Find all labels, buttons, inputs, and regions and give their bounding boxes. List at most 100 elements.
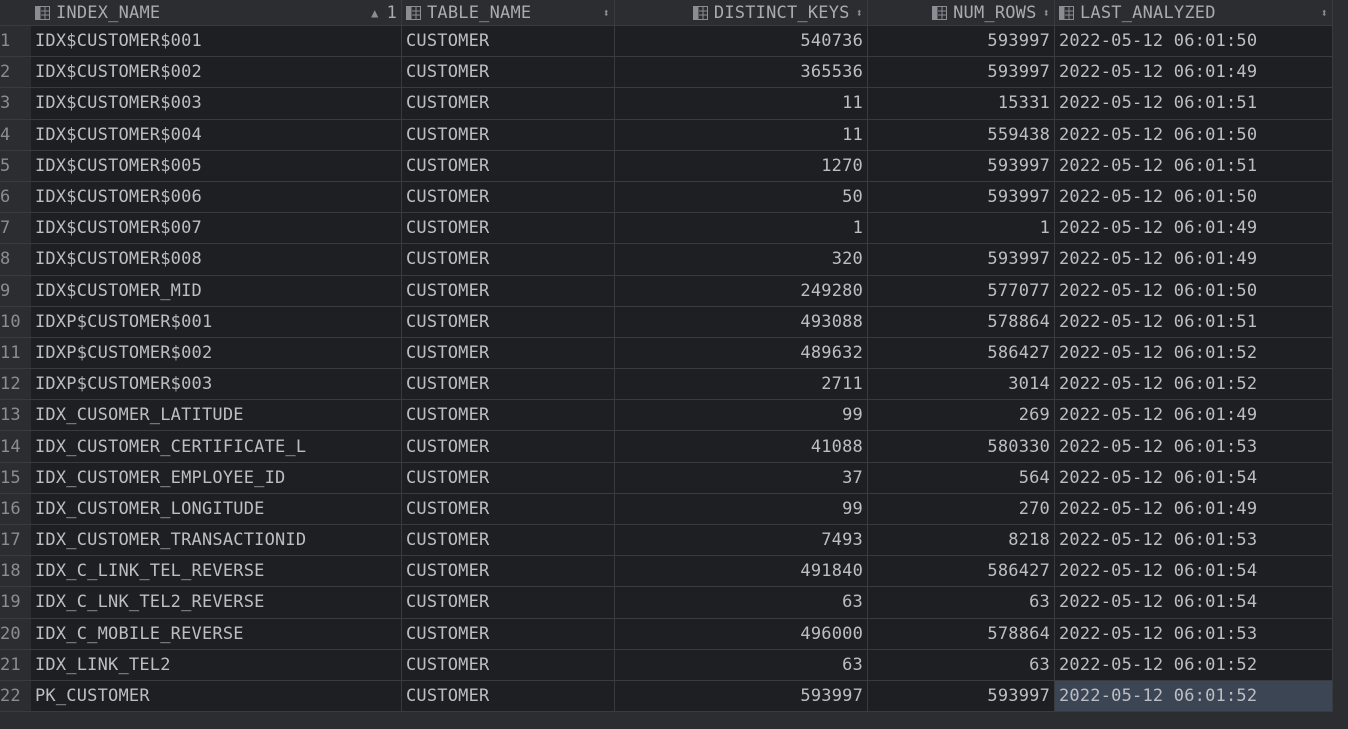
cell-distinct-keys[interactable]: 593997 [615, 680, 868, 712]
cell-last-analyzed[interactable]: 2022-05-12 06:01:54 [1055, 556, 1333, 587]
table-row[interactable]: 9 IDX$CUSTOMER_MID CUSTOMER 249280 577077 202… [0, 275, 1333, 307]
cell-table-name[interactable]: CUSTOMER [402, 556, 615, 587]
cell-distinct-keys[interactable]: 99 [615, 493, 868, 524]
cell-distinct-keys[interactable]: 1 [615, 213, 868, 244]
cell-index-name[interactable]: IDX_CUSTOMER_EMPLOYEE_ID [31, 462, 402, 493]
cell-table-name[interactable]: CUSTOMER [402, 618, 615, 649]
cell-index-name[interactable]: IDX$CUSTOMER$001 [31, 26, 402, 57]
cell-last-analyzed[interactable]: 2022-05-12 06:01:50 [1055, 119, 1333, 150]
cell-num-rows[interactable]: 578864 [868, 618, 1055, 649]
column-header-table-name[interactable]: TABLE_NAME ⬍ [402, 0, 615, 25]
cell-num-rows[interactable]: 564 [868, 462, 1055, 493]
cell-num-rows[interactable]: 269 [868, 400, 1055, 431]
cell-distinct-keys[interactable]: 41088 [615, 431, 868, 462]
cell-distinct-keys[interactable]: 491840 [615, 556, 868, 587]
cell-distinct-keys[interactable]: 11 [615, 88, 868, 119]
cell-index-name[interactable]: IDX_CUSOMER_LATITUDE [31, 400, 402, 431]
cell-table-name[interactable]: CUSTOMER [402, 150, 615, 181]
cell-num-rows[interactable]: 593997 [868, 244, 1055, 275]
cell-table-name[interactable]: CUSTOMER [402, 587, 615, 618]
cell-num-rows[interactable]: 593997 [868, 26, 1055, 57]
cell-num-rows[interactable]: 577077 [868, 275, 1055, 306]
cell-table-name[interactable]: CUSTOMER [402, 525, 615, 556]
cell-last-analyzed[interactable]: 2022-05-12 06:01:52 [1055, 680, 1333, 712]
cell-index-name[interactable]: IDX_LINK_TEL2 [31, 649, 402, 680]
cell-table-name[interactable]: CUSTOMER [402, 119, 615, 150]
cell-table-name[interactable]: CUSTOMER [402, 649, 615, 680]
cell-table-name[interactable]: CUSTOMER [402, 26, 615, 57]
column-header-num-rows[interactable]: NUM_ROWS ⬍ [868, 0, 1055, 25]
cell-index-name[interactable]: PK_CUSTOMER [31, 680, 402, 712]
cell-last-analyzed[interactable]: 2022-05-12 06:01:53 [1055, 618, 1333, 649]
sort-toggle-icon[interactable]: ⬍ [1320, 5, 1328, 20]
cell-last-analyzed[interactable]: 2022-05-12 06:01:51 [1055, 150, 1333, 181]
table-row[interactable]: 12 IDXP$CUSTOMER$003 CUSTOMER 2711 3014 2022-… [0, 369, 1333, 401]
cell-index-name[interactable]: IDXP$CUSTOMER$003 [31, 369, 402, 400]
cell-last-analyzed[interactable]: 2022-05-12 06:01:53 [1055, 431, 1333, 462]
sort-toggle-icon[interactable]: ⬍ [855, 5, 863, 20]
cell-last-analyzed[interactable]: 2022-05-12 06:01:53 [1055, 525, 1333, 556]
table-row[interactable]: 11 IDXP$CUSTOMER$002 CUSTOMER 489632 586427 2… [0, 337, 1333, 370]
table-row[interactable]: 18 IDX_C_LINK_TEL_REVERSE CUSTOMER 491840 58… [0, 556, 1333, 588]
cell-distinct-keys[interactable]: 489632 [615, 337, 868, 369]
cell-num-rows[interactable]: 586427 [868, 337, 1055, 369]
cell-distinct-keys[interactable]: 1270 [615, 150, 868, 181]
cell-table-name[interactable]: CUSTOMER [402, 337, 615, 369]
cell-last-analyzed[interactable]: 2022-05-12 06:01:50 [1055, 181, 1333, 213]
sort-toggle-icon[interactable]: ⬍ [1042, 5, 1050, 20]
cell-num-rows[interactable]: 593997 [868, 181, 1055, 213]
cell-num-rows[interactable]: 559438 [868, 119, 1055, 150]
table-row[interactable]: 20 IDX_C_MOBILE_REVERSE CUSTOMER 496000 5788… [0, 618, 1333, 650]
table-row[interactable]: 6 IDX$CUSTOMER$006 CUSTOMER 50 593997 2022-05… [0, 181, 1333, 214]
column-header-index-name[interactable]: INDEX_NAME ▲ 1 [31, 0, 402, 25]
cell-num-rows[interactable]: 580330 [868, 431, 1055, 462]
cell-last-analyzed[interactable]: 2022-05-12 06:01:50 [1055, 26, 1333, 57]
cell-last-analyzed[interactable]: 2022-05-12 06:01:54 [1055, 587, 1333, 618]
cell-distinct-keys[interactable]: 11 [615, 119, 868, 150]
cell-table-name[interactable]: CUSTOMER [402, 680, 615, 712]
table-row[interactable]: 2 IDX$CUSTOMER$002 CUSTOMER 365536 593997 202… [0, 57, 1333, 89]
cell-last-analyzed[interactable]: 2022-05-12 06:01:52 [1055, 369, 1333, 400]
table-row[interactable]: 13 IDX_CUSOMER_LATITUDE CUSTOMER 99 269 2022-… [0, 400, 1333, 432]
cell-last-analyzed[interactable]: 2022-05-12 06:01:49 [1055, 57, 1333, 88]
cell-num-rows[interactable]: 63 [868, 649, 1055, 680]
cell-index-name[interactable]: IDX_C_MOBILE_REVERSE [31, 618, 402, 649]
sort-toggle-icon[interactable]: ⬍ [602, 5, 610, 20]
cell-distinct-keys[interactable]: 2711 [615, 369, 868, 400]
cell-index-name[interactable]: IDX$CUSTOMER$007 [31, 213, 402, 244]
cell-last-analyzed[interactable]: 2022-05-12 06:01:49 [1055, 213, 1333, 244]
table-row[interactable]: 1 IDX$CUSTOMER$001 CUSTOMER 540736 593997 202… [0, 26, 1333, 58]
cell-table-name[interactable]: CUSTOMER [402, 493, 615, 524]
cell-index-name[interactable]: IDX_CUSTOMER_TRANSACTIONID [31, 525, 402, 556]
table-row[interactable]: 19 IDX_C_LNK_TEL2_REVERSE CUSTOMER 63 63 2022… [0, 587, 1333, 619]
cell-num-rows[interactable]: 63 [868, 587, 1055, 618]
table-row[interactable]: 17 IDX_CUSTOMER_TRANSACTIONID CUSTOMER 7493… [0, 525, 1333, 557]
cell-index-name[interactable]: IDX_CUSTOMER_CERTIFICATE_L [31, 431, 402, 462]
cell-last-analyzed[interactable]: 2022-05-12 06:01:51 [1055, 88, 1333, 119]
cell-num-rows[interactable]: 593997 [868, 150, 1055, 181]
table-row[interactable]: 5 IDX$CUSTOMER$005 CUSTOMER 1270 593997 2022-… [0, 150, 1333, 182]
cell-index-name[interactable]: IDXP$CUSTOMER$002 [31, 337, 402, 369]
cell-table-name[interactable]: CUSTOMER [402, 181, 615, 213]
cell-distinct-keys[interactable]: 99 [615, 400, 868, 431]
table-row[interactable]: 7 IDX$CUSTOMER$007 CUSTOMER 1 1 2022-05-12 06… [0, 213, 1333, 245]
cell-table-name[interactable]: CUSTOMER [402, 213, 615, 244]
cell-distinct-keys[interactable]: 63 [615, 649, 868, 680]
cell-last-analyzed[interactable]: 2022-05-12 06:01:50 [1055, 275, 1333, 306]
cell-index-name[interactable]: IDX$CUSTOMER$002 [31, 57, 402, 88]
cell-distinct-keys[interactable]: 50 [615, 181, 868, 213]
cell-distinct-keys[interactable]: 63 [615, 587, 868, 618]
cell-index-name[interactable]: IDX_C_LINK_TEL_REVERSE [31, 556, 402, 587]
table-row[interactable]: 15 IDX_CUSTOMER_EMPLOYEE_ID CUSTOMER 37 564 2… [0, 462, 1333, 494]
table-row[interactable]: 22 PK_CUSTOMER CUSTOMER 593997 593997 2022-05… [0, 680, 1333, 713]
table-row[interactable]: 4 IDX$CUSTOMER$004 CUSTOMER 11 559438 2022-05… [0, 119, 1333, 151]
cell-table-name[interactable]: CUSTOMER [402, 369, 615, 400]
cell-last-analyzed[interactable]: 2022-05-12 06:01:52 [1055, 649, 1333, 680]
cell-last-analyzed[interactable]: 2022-05-12 06:01:52 [1055, 337, 1333, 369]
cell-distinct-keys[interactable]: 365536 [615, 57, 868, 88]
sort-ascending-icon[interactable]: ▲ [371, 5, 379, 20]
cell-distinct-keys[interactable]: 249280 [615, 275, 868, 306]
cell-index-name[interactable]: IDX$CUSTOMER_MID [31, 275, 402, 306]
table-row[interactable]: 16 IDX_CUSTOMER_LONGITUDE CUSTOMER 99 270 202… [0, 493, 1333, 525]
cell-last-analyzed[interactable]: 2022-05-12 06:01:54 [1055, 462, 1333, 493]
